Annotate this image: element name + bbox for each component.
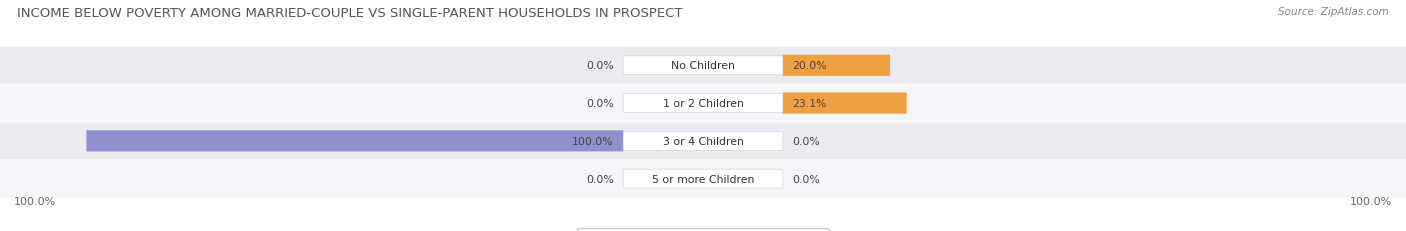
FancyBboxPatch shape — [623, 169, 783, 188]
Text: 23.1%: 23.1% — [793, 99, 827, 109]
Text: 5 or more Children: 5 or more Children — [652, 174, 754, 184]
Text: 0.0%: 0.0% — [586, 174, 613, 184]
FancyBboxPatch shape — [782, 55, 890, 76]
FancyBboxPatch shape — [782, 93, 907, 114]
Legend: Married Couples, Single Parents: Married Couples, Single Parents — [576, 228, 830, 231]
Text: 100.0%: 100.0% — [1350, 196, 1392, 206]
Text: No Children: No Children — [671, 61, 735, 71]
FancyBboxPatch shape — [623, 57, 783, 76]
Text: 3 or 4 Children: 3 or 4 Children — [662, 136, 744, 146]
FancyBboxPatch shape — [86, 131, 624, 152]
FancyBboxPatch shape — [0, 160, 1406, 197]
Text: 0.0%: 0.0% — [586, 61, 613, 71]
FancyBboxPatch shape — [0, 48, 1406, 85]
Text: Source: ZipAtlas.com: Source: ZipAtlas.com — [1278, 7, 1389, 17]
Text: 0.0%: 0.0% — [793, 136, 820, 146]
FancyBboxPatch shape — [0, 123, 1406, 160]
FancyBboxPatch shape — [623, 94, 783, 113]
Text: INCOME BELOW POVERTY AMONG MARRIED-COUPLE VS SINGLE-PARENT HOUSEHOLDS IN PROSPEC: INCOME BELOW POVERTY AMONG MARRIED-COUPL… — [17, 7, 682, 20]
Text: 0.0%: 0.0% — [586, 99, 613, 109]
Text: 100.0%: 100.0% — [572, 136, 613, 146]
Text: 100.0%: 100.0% — [14, 196, 56, 206]
FancyBboxPatch shape — [623, 132, 783, 151]
Text: 20.0%: 20.0% — [793, 61, 827, 71]
Text: 1 or 2 Children: 1 or 2 Children — [662, 99, 744, 109]
FancyBboxPatch shape — [0, 85, 1406, 122]
Text: 0.0%: 0.0% — [793, 174, 820, 184]
